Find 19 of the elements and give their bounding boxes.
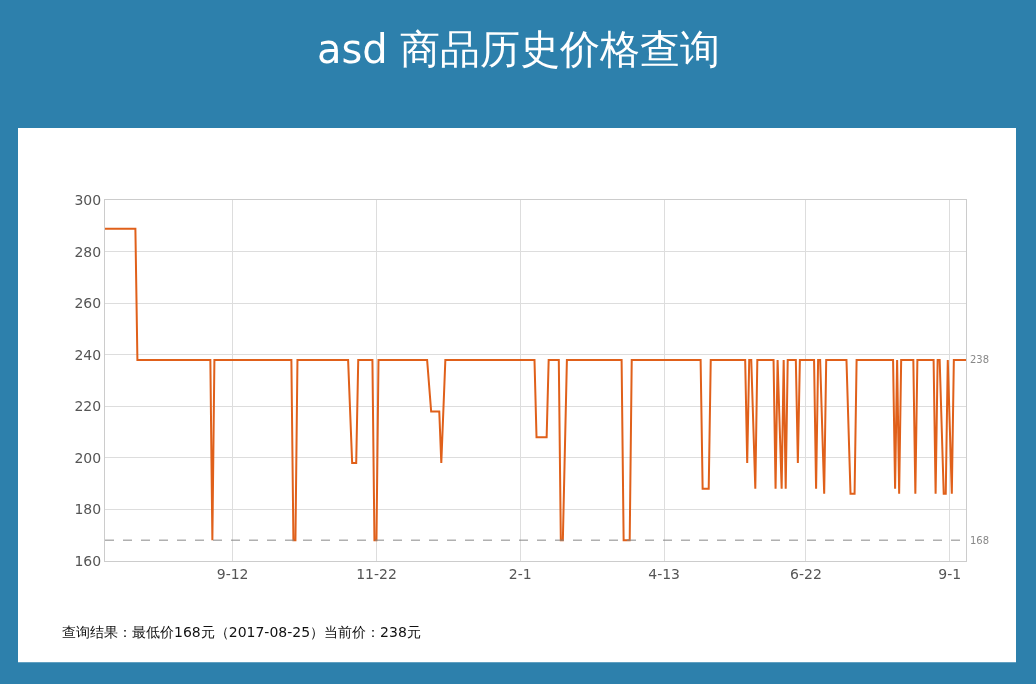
- y-tick-label: 220: [74, 398, 102, 415]
- y-tick-label: 300: [74, 192, 102, 209]
- ref-line-label: 168: [970, 535, 990, 546]
- x-tick-label: 6-22: [790, 565, 822, 582]
- y-tick-label: 160: [74, 552, 102, 569]
- y-tick-label: 200: [74, 449, 102, 466]
- line-series: [105, 227, 966, 542]
- annotation: 238: [970, 354, 990, 365]
- x-tick-label: 9-1: [938, 565, 962, 582]
- text: 查询结果：最低价168元（2017-08-25）当前价：238元: [62, 624, 421, 640]
- chart-title: asd 商品历史价格查询: [317, 26, 721, 72]
- x-tick-label: 2-1: [508, 565, 532, 582]
- y-tick-label: 260: [74, 295, 102, 312]
- x-tick-label: 9-12: [216, 565, 249, 582]
- x-tick-label: 4-13: [648, 565, 681, 582]
- y-tick-label: 180: [74, 501, 102, 518]
- y-tick-label: 240: [74, 346, 102, 363]
- y-tick-label: 280: [74, 243, 102, 260]
- x-tick-label: 11-22: [356, 565, 397, 582]
